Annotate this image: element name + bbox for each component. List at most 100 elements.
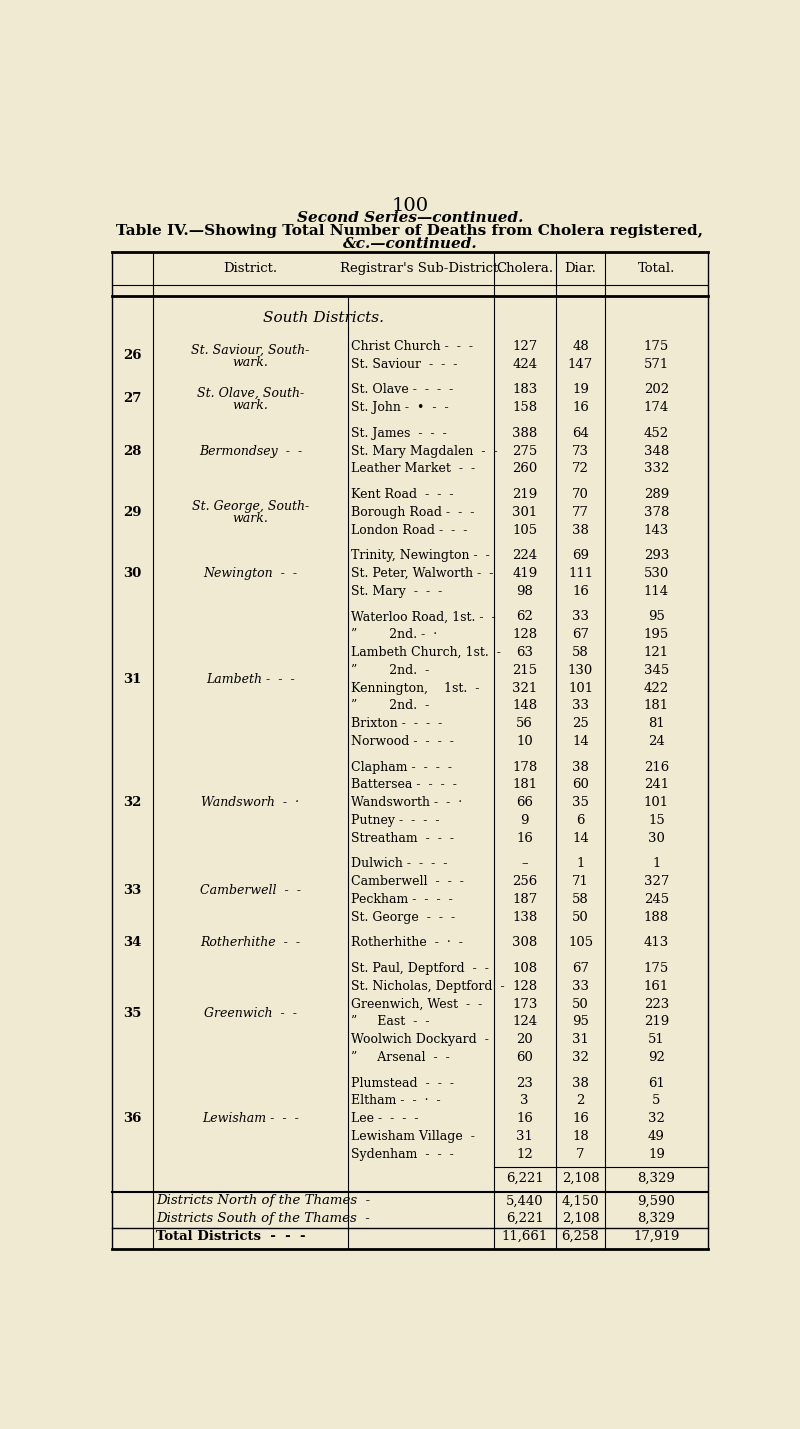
Text: 216: 216 [644, 760, 669, 773]
Text: 332: 332 [644, 463, 669, 476]
Text: ”        2nd.  -: ” 2nd. - [351, 699, 430, 713]
Text: 30: 30 [648, 832, 665, 845]
Text: 60: 60 [516, 1052, 533, 1065]
Text: 31: 31 [516, 1130, 533, 1143]
Text: 111: 111 [568, 567, 593, 580]
Text: 530: 530 [644, 567, 669, 580]
Text: 32: 32 [123, 796, 142, 809]
Text: 4,150: 4,150 [562, 1195, 599, 1208]
Text: ”     East  -  -: ” East - - [351, 1016, 430, 1029]
Text: 49: 49 [648, 1130, 665, 1143]
Text: 2,108: 2,108 [562, 1212, 599, 1225]
Text: Camberwell  -  -  -: Camberwell - - - [351, 875, 464, 889]
Text: St. Saviour, South-: St. Saviour, South- [191, 343, 310, 356]
Text: 29: 29 [123, 506, 142, 519]
Text: –: – [522, 857, 528, 870]
Text: 6,221: 6,221 [506, 1212, 543, 1225]
Text: 32: 32 [572, 1052, 589, 1065]
Text: 1: 1 [652, 857, 661, 870]
Text: 33: 33 [572, 610, 589, 623]
Text: 95: 95 [572, 1016, 589, 1029]
Text: Norwood -  -  -  -: Norwood - - - - [351, 735, 454, 747]
Text: 51: 51 [648, 1033, 665, 1046]
Text: 58: 58 [572, 646, 589, 659]
Text: 422: 422 [644, 682, 669, 694]
Text: 388: 388 [512, 427, 538, 440]
Text: 124: 124 [512, 1016, 538, 1029]
Text: 143: 143 [644, 523, 669, 536]
Text: 14: 14 [572, 832, 589, 845]
Text: Bermondsey  -  -: Bermondsey - - [198, 444, 302, 457]
Text: 8,329: 8,329 [638, 1172, 675, 1185]
Text: Districts South of the Thames  -: Districts South of the Thames - [156, 1212, 370, 1225]
Text: 24: 24 [648, 735, 665, 747]
Text: 148: 148 [512, 699, 538, 713]
Text: Rotherhithe  -  -: Rotherhithe - - [200, 936, 301, 949]
Text: 181: 181 [512, 779, 538, 792]
Text: St. Mary Magdalen  -  -: St. Mary Magdalen - - [351, 444, 498, 457]
Text: 28: 28 [123, 444, 142, 457]
Text: St. Peter, Walworth -  -: St. Peter, Walworth - - [351, 567, 494, 580]
Text: 34: 34 [123, 936, 142, 949]
Text: 6,258: 6,258 [562, 1230, 599, 1243]
Text: 128: 128 [512, 629, 538, 642]
Text: South Districts.: South Districts. [262, 312, 384, 324]
Text: Lee -  -  -  -: Lee - - - - [351, 1112, 418, 1125]
Text: St. John -  •  -  -: St. John - • - - [351, 402, 449, 414]
Text: 9: 9 [521, 815, 529, 827]
Text: 256: 256 [512, 875, 538, 889]
Text: 35: 35 [572, 796, 589, 809]
Text: 161: 161 [644, 980, 669, 993]
Text: 50: 50 [572, 997, 589, 1010]
Text: 101: 101 [644, 796, 669, 809]
Text: 173: 173 [512, 997, 538, 1010]
Text: Lambeth Church, 1st.  -: Lambeth Church, 1st. - [351, 646, 501, 659]
Text: 175: 175 [644, 962, 669, 975]
Text: 2,108: 2,108 [562, 1172, 599, 1185]
Text: 63: 63 [516, 646, 534, 659]
Text: 174: 174 [644, 402, 669, 414]
Text: 16: 16 [516, 832, 533, 845]
Text: 130: 130 [568, 663, 593, 677]
Text: 105: 105 [512, 523, 538, 536]
Text: 308: 308 [512, 936, 538, 949]
Text: 64: 64 [572, 427, 589, 440]
Text: 175: 175 [644, 340, 669, 353]
Text: Streatham  -  -  -: Streatham - - - [351, 832, 454, 845]
Text: 2: 2 [576, 1095, 585, 1107]
Text: Battersea -  -  -  -: Battersea - - - - [351, 779, 457, 792]
Text: 202: 202 [644, 383, 669, 396]
Text: Eltham -  -  ·  -: Eltham - - · - [351, 1095, 441, 1107]
Text: 183: 183 [512, 383, 538, 396]
Text: Dulwich -  -  -  -: Dulwich - - - - [351, 857, 447, 870]
Text: Total.: Total. [638, 262, 675, 274]
Text: 348: 348 [644, 444, 669, 457]
Text: St. Olave -  -  -  -: St. Olave - - - - [351, 383, 454, 396]
Text: St. Nicholas, Deptford  -: St. Nicholas, Deptford - [351, 980, 505, 993]
Text: 419: 419 [512, 567, 538, 580]
Text: District.: District. [223, 262, 278, 274]
Text: London Road -  -  -: London Road - - - [351, 523, 467, 536]
Text: Sydenham  -  -  -: Sydenham - - - [351, 1147, 454, 1160]
Text: 16: 16 [572, 402, 589, 414]
Text: St. Paul, Deptford  -  -: St. Paul, Deptford - - [351, 962, 489, 975]
Text: 9,590: 9,590 [638, 1195, 675, 1208]
Text: 321: 321 [512, 682, 538, 694]
Text: &c.—continued.: &c.—continued. [342, 237, 478, 252]
Text: 187: 187 [512, 893, 538, 906]
Text: 5,440: 5,440 [506, 1195, 543, 1208]
Text: 108: 108 [512, 962, 538, 975]
Text: 121: 121 [644, 646, 669, 659]
Text: 114: 114 [644, 584, 669, 597]
Text: 33: 33 [572, 699, 589, 713]
Text: 11,661: 11,661 [502, 1230, 548, 1243]
Text: ”     Arsenal  -  -: ” Arsenal - - [351, 1052, 450, 1065]
Text: 571: 571 [644, 357, 669, 372]
Text: 188: 188 [644, 910, 669, 925]
Text: St. George  -  -  -: St. George - - - [351, 910, 455, 925]
Text: 69: 69 [572, 549, 589, 562]
Text: 100: 100 [391, 197, 429, 214]
Text: 56: 56 [516, 717, 533, 730]
Text: Registrar's Sub-District.: Registrar's Sub-District. [340, 262, 502, 274]
Text: Borough Road -  -  -: Borough Road - - - [351, 506, 474, 519]
